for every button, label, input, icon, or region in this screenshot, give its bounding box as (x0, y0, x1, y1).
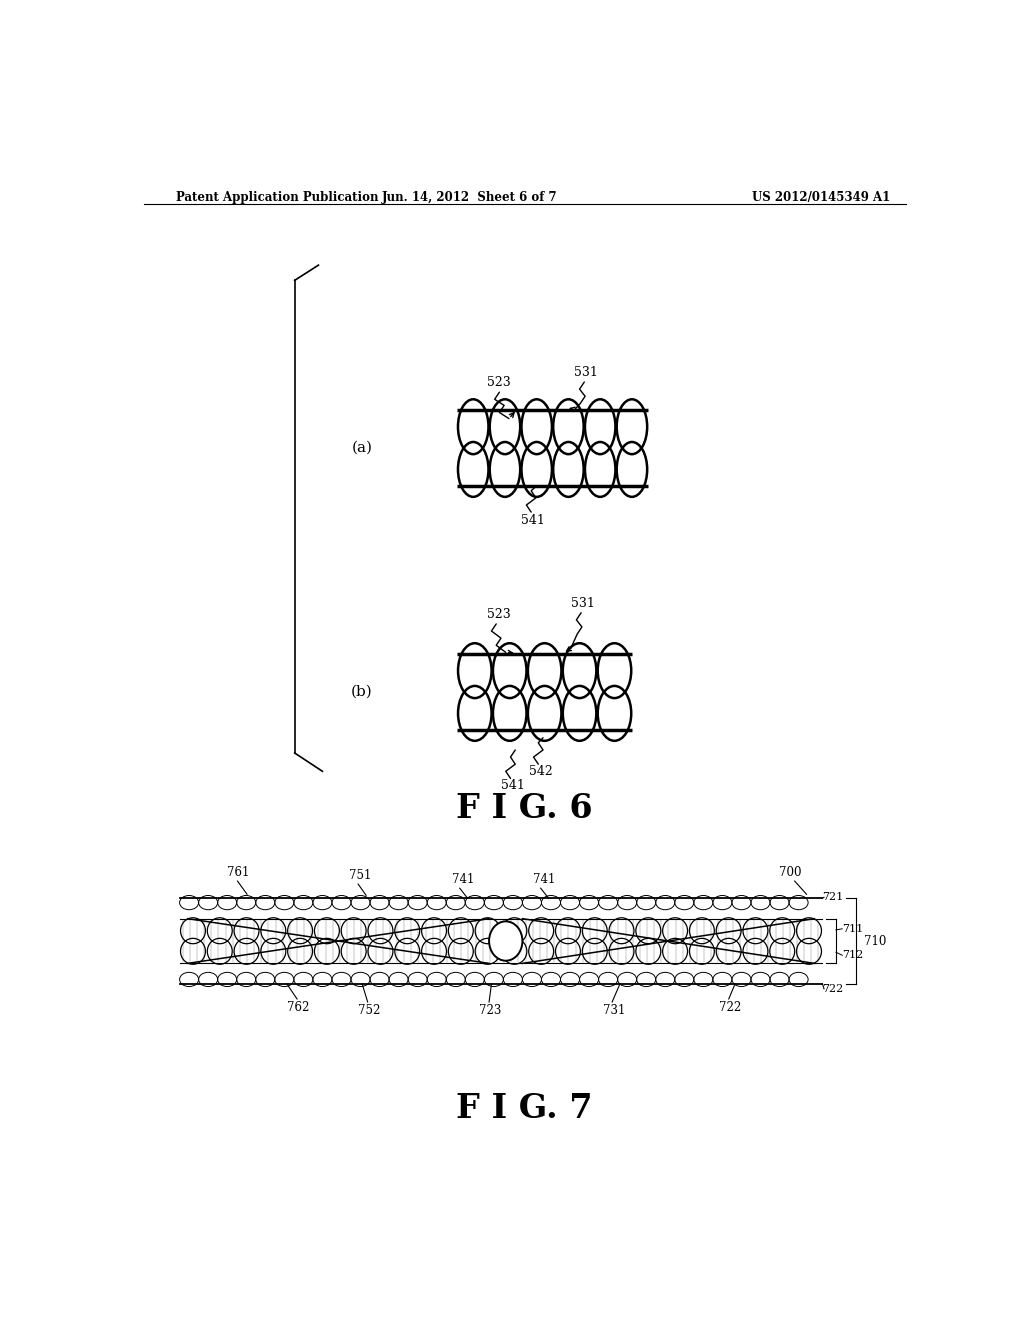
Text: 700: 700 (778, 866, 801, 879)
Text: 722: 722 (822, 983, 844, 994)
Text: F I G. 7: F I G. 7 (457, 1092, 593, 1125)
Text: (b): (b) (351, 685, 373, 700)
Text: US 2012/0145349 A1: US 2012/0145349 A1 (752, 191, 890, 203)
Text: F I G. 6: F I G. 6 (457, 792, 593, 825)
Text: 731: 731 (602, 1005, 625, 1016)
Text: 751: 751 (348, 869, 371, 882)
Text: 721: 721 (822, 892, 844, 903)
Ellipse shape (489, 921, 522, 961)
Text: 523: 523 (486, 609, 510, 620)
Text: 541: 541 (501, 779, 525, 792)
Text: 723: 723 (479, 1005, 501, 1016)
Text: 741: 741 (532, 873, 555, 886)
Text: 542: 542 (528, 766, 553, 779)
Text: 722: 722 (719, 1001, 741, 1014)
Text: 711: 711 (842, 924, 863, 933)
Text: 752: 752 (358, 1005, 381, 1016)
Text: 523: 523 (486, 376, 510, 389)
Text: Jun. 14, 2012  Sheet 6 of 7: Jun. 14, 2012 Sheet 6 of 7 (381, 191, 557, 203)
Text: 712: 712 (842, 950, 863, 960)
Text: 541: 541 (521, 515, 545, 527)
Text: Patent Application Publication: Patent Application Publication (176, 191, 378, 203)
Text: 761: 761 (227, 866, 250, 879)
Text: 531: 531 (574, 366, 598, 379)
Text: (a): (a) (351, 441, 373, 455)
Text: 741: 741 (452, 873, 474, 886)
Text: 762: 762 (287, 1001, 309, 1014)
Text: 531: 531 (570, 597, 595, 610)
Text: 710: 710 (864, 935, 887, 948)
